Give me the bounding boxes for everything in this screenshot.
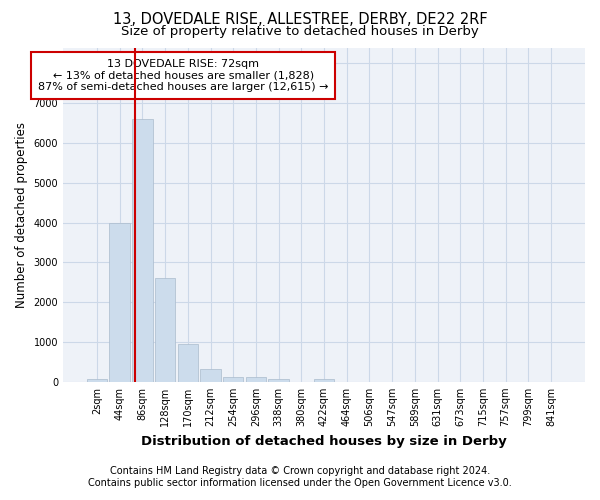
Text: Contains public sector information licensed under the Open Government Licence v3: Contains public sector information licen… <box>88 478 512 488</box>
Bar <box>155 278 175 382</box>
Y-axis label: Number of detached properties: Number of detached properties <box>15 122 28 308</box>
Bar <box>132 119 152 382</box>
Bar <box>268 379 289 382</box>
Text: Size of property relative to detached houses in Derby: Size of property relative to detached ho… <box>121 25 479 38</box>
X-axis label: Distribution of detached houses by size in Derby: Distribution of detached houses by size … <box>141 434 507 448</box>
Bar <box>314 379 334 382</box>
Bar <box>200 369 221 382</box>
Text: 13 DOVEDALE RISE: 72sqm
← 13% of detached houses are smaller (1,828)
87% of semi: 13 DOVEDALE RISE: 72sqm ← 13% of detache… <box>38 59 329 92</box>
Bar <box>223 376 244 382</box>
Bar <box>109 222 130 382</box>
Bar <box>178 344 198 382</box>
Text: 13, DOVEDALE RISE, ALLESTREE, DERBY, DE22 2RF: 13, DOVEDALE RISE, ALLESTREE, DERBY, DE2… <box>113 12 487 28</box>
Text: Contains HM Land Registry data © Crown copyright and database right 2024.: Contains HM Land Registry data © Crown c… <box>110 466 490 476</box>
Bar <box>245 377 266 382</box>
Bar <box>87 379 107 382</box>
